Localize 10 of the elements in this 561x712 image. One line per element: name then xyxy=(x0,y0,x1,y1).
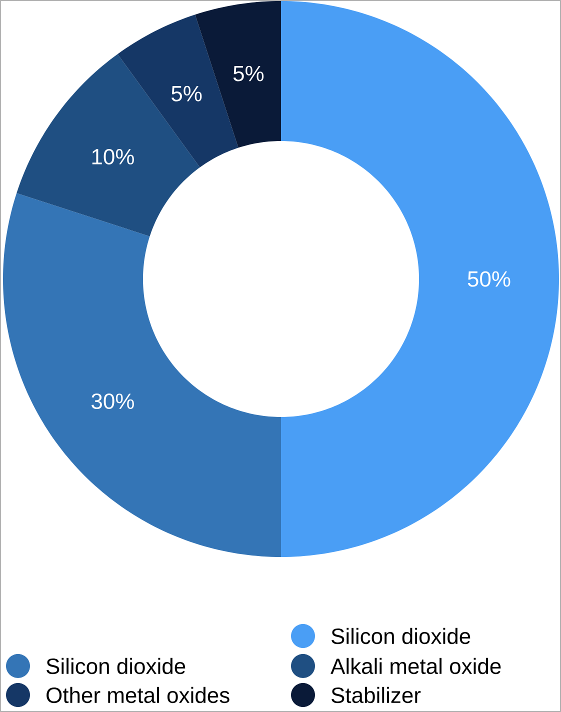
data-label: 50% xyxy=(468,271,510,287)
legend-label: Stabilizer xyxy=(332,686,421,704)
legend-label: Alkali metal oxide xyxy=(330,658,501,674)
legend-label: Silicon dioxide xyxy=(332,628,470,644)
data-label: 5% xyxy=(233,66,264,82)
data-label: 10% xyxy=(92,148,134,165)
data-label: 30% xyxy=(92,393,134,410)
data-label: 5% xyxy=(172,86,202,102)
legend-label: Other metal oxides xyxy=(46,686,230,704)
legend-label: Silicon dioxide xyxy=(46,658,186,674)
